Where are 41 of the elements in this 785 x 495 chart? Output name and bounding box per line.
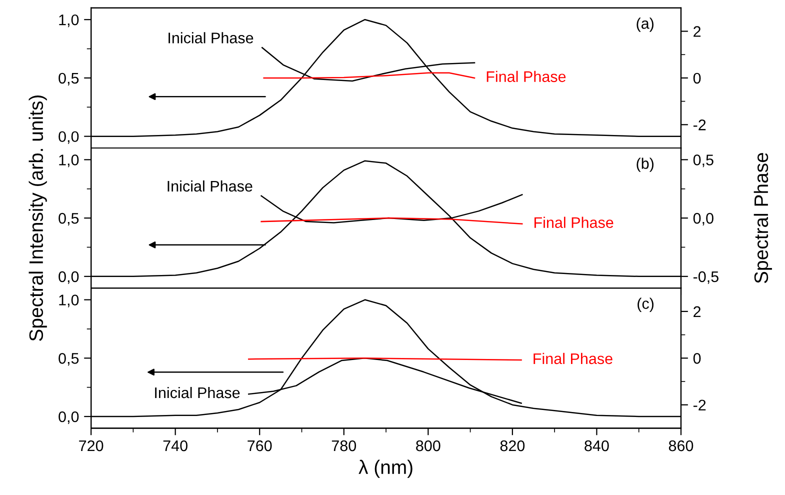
- y-tick-label: 0,5: [58, 212, 79, 226]
- x-tick-label: 720: [79, 440, 104, 452]
- y-tick-label: 0,0: [58, 131, 79, 144]
- y2-tick-label: 0,0: [693, 212, 714, 226]
- line-series: [260, 194, 523, 224]
- y2-tick-label: -2: [693, 400, 706, 410]
- x-axis-title: λ (nm): [358, 460, 412, 478]
- y2-tick-label: 2: [694, 26, 701, 37]
- y-tick-label: 0,0: [58, 271, 79, 284]
- line-series: [248, 358, 522, 404]
- line-series: [262, 46, 476, 82]
- y-tick-label: 0,5: [58, 353, 79, 366]
- series-label: Final Phase: [534, 352, 612, 364]
- y2-tick-label: 0,5: [693, 154, 714, 168]
- x-tick-label: 760: [248, 440, 272, 452]
- annotation: (b): [636, 158, 654, 172]
- legend-label: Inicial Phase: [155, 386, 240, 398]
- x-tick-label: 840: [584, 440, 609, 452]
- x-tick-label: 820: [500, 440, 525, 452]
- y2-tick-label: 0: [693, 353, 701, 364]
- y-tick-label: 1,0: [59, 154, 79, 168]
- y2-tick-label: 0: [693, 72, 701, 84]
- y-axis-title: Spectral Intensity (arb. units): [28, 96, 47, 341]
- x-tick-label: 780: [332, 440, 356, 452]
- y-tick-label: 0,5: [58, 72, 79, 86]
- y-tick-label: 1,0: [59, 14, 79, 28]
- y2-tick-label: -2: [693, 120, 706, 130]
- annotation: (c): [638, 298, 654, 312]
- y-tick-label: 1,0: [59, 294, 79, 308]
- x-tick-label: 740: [163, 440, 188, 452]
- y2-axis-title: Spectral Phase: [754, 152, 772, 284]
- y2-tick-label: -0,5: [693, 271, 718, 284]
- y-tick-label: 0,0: [58, 411, 79, 424]
- annotation: (a): [636, 18, 654, 32]
- x-tick-label: 860: [668, 440, 694, 452]
- series-label: Inicial Phase: [168, 32, 254, 44]
- series-label: Final Phase: [486, 70, 566, 82]
- series-label: Inicial Phase: [168, 180, 252, 192]
- series-label: Final Phase: [534, 216, 614, 228]
- y2-tick-label: 2: [694, 306, 701, 317]
- x-tick-label: 800: [416, 440, 440, 452]
